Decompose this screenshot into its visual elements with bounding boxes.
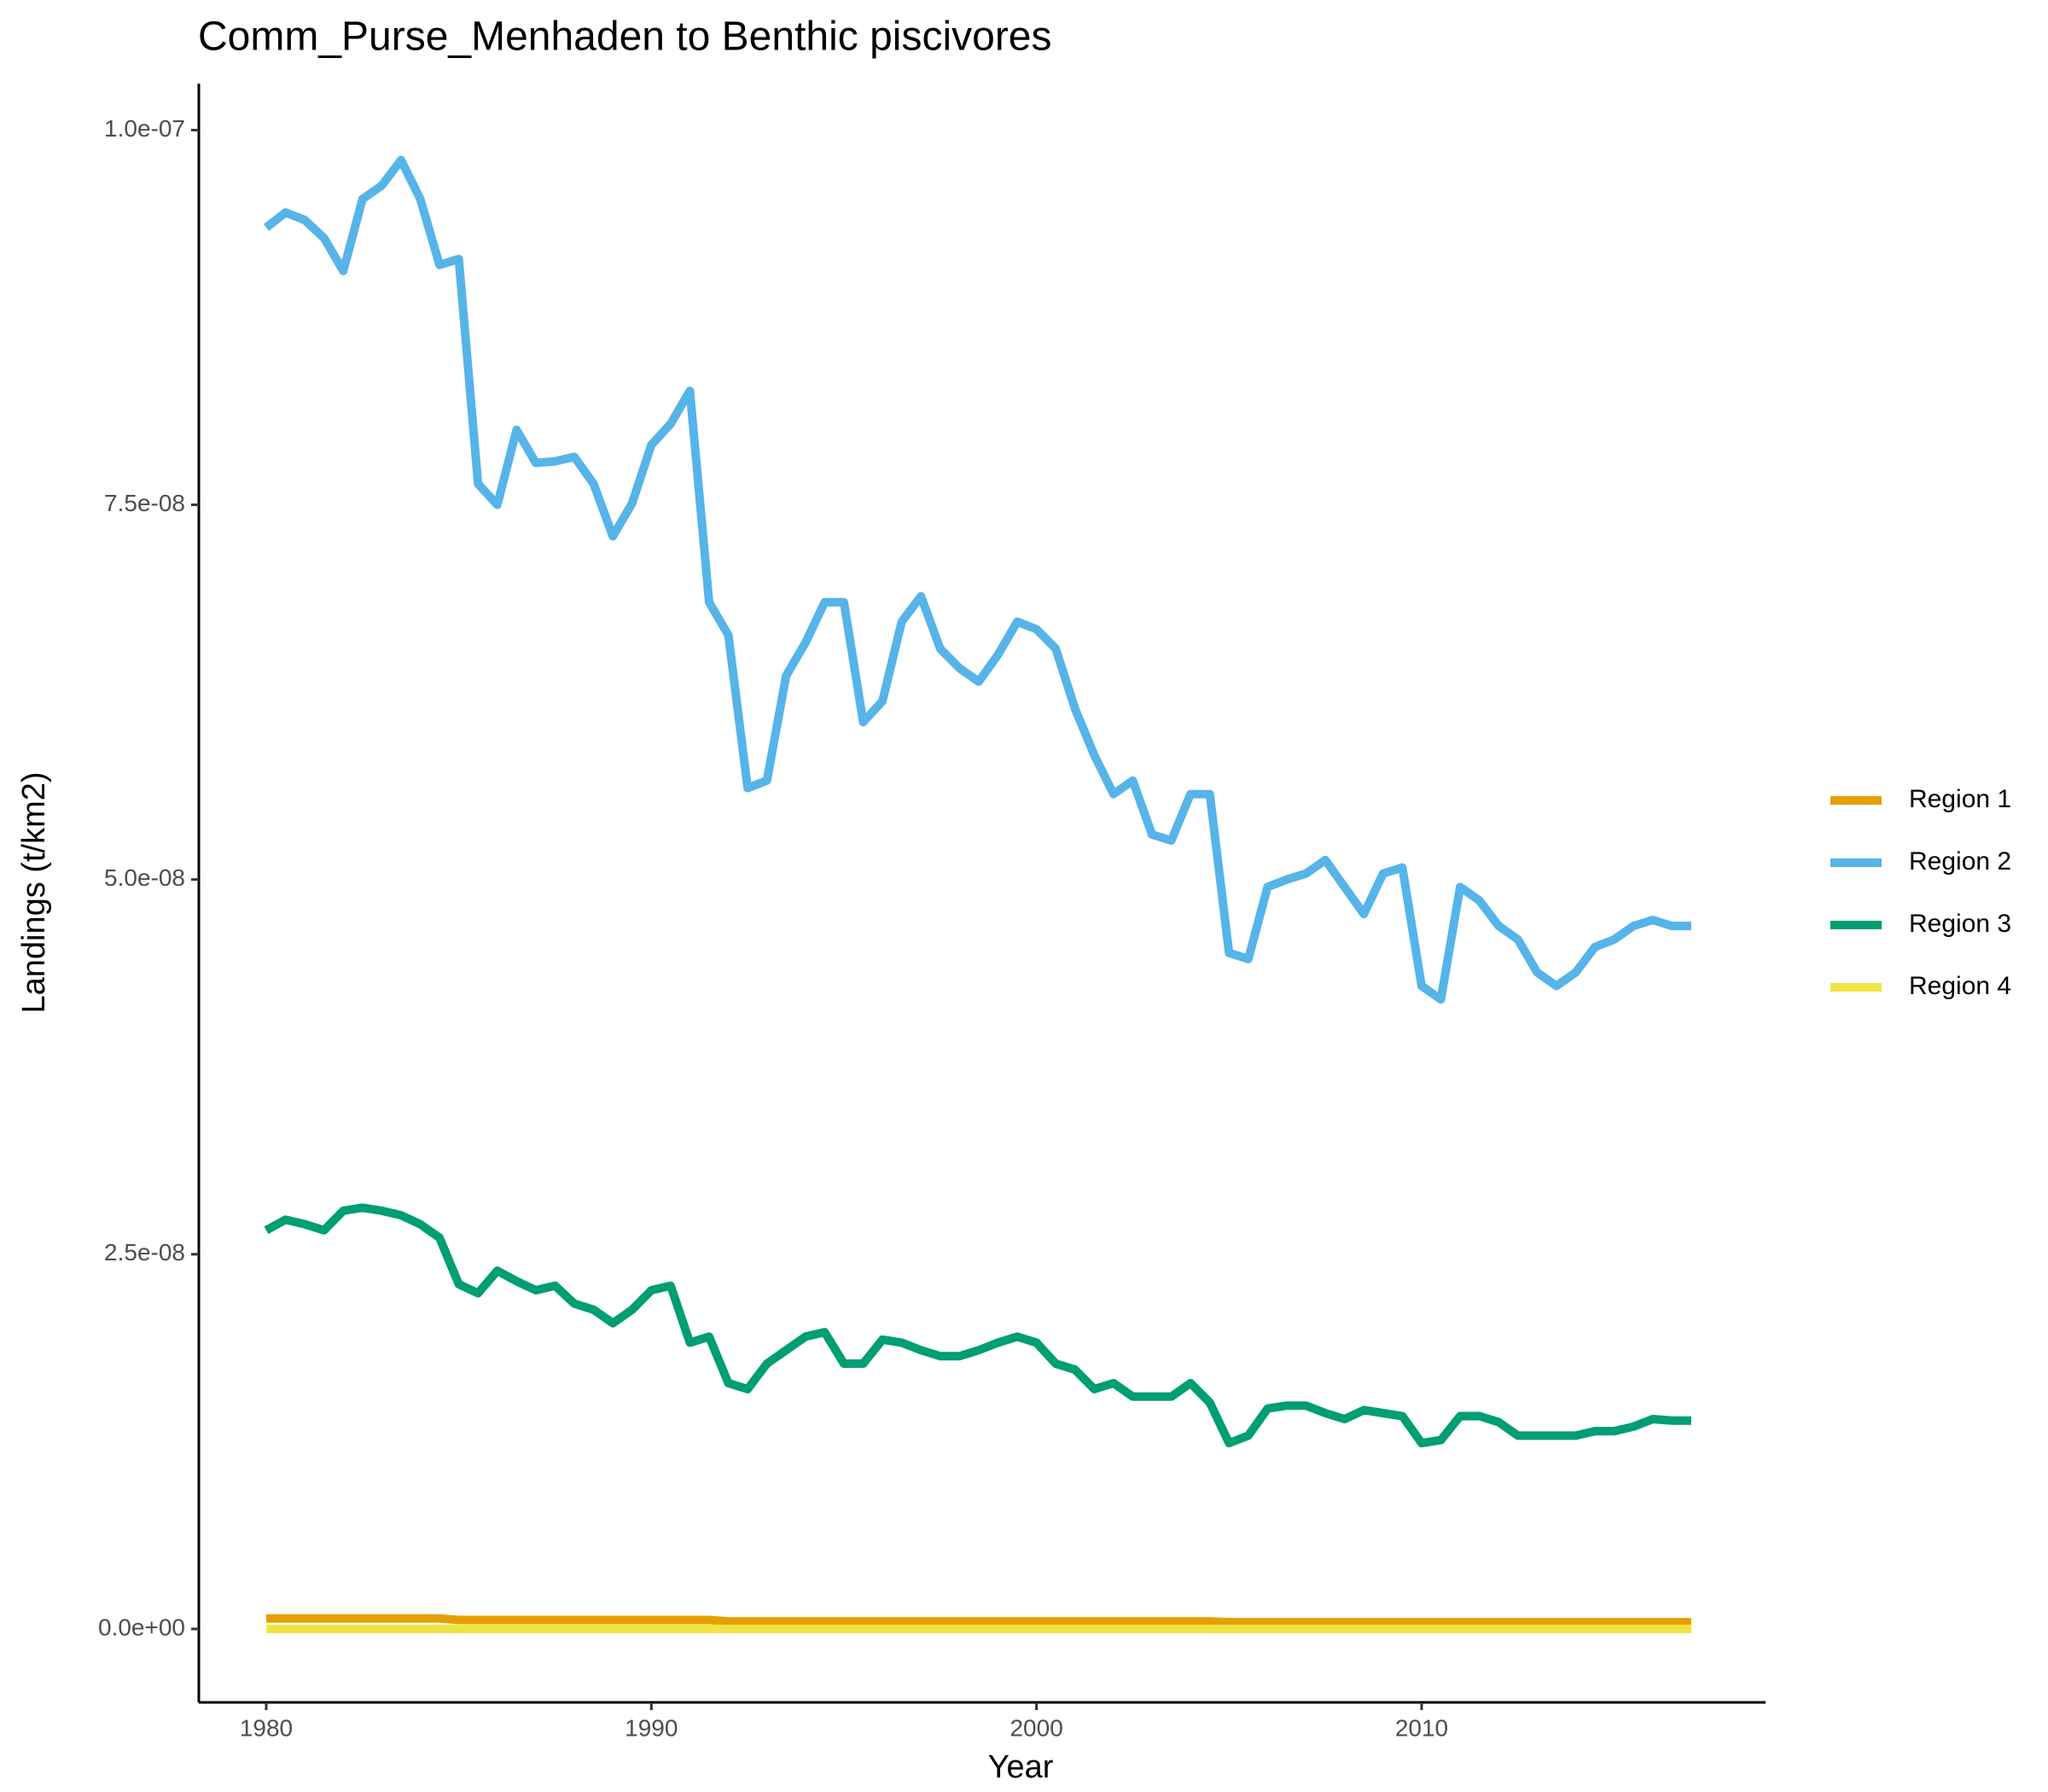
legend-label: Region 2: [1909, 847, 2011, 876]
y-tick-label: 2.5e-08: [104, 1239, 185, 1265]
chart-title: Comm_Purse_Menhaden to Benthic piscivore…: [198, 15, 1052, 60]
legend-label: Region 1: [1909, 785, 2011, 813]
y-tick-label: 0.0e+00: [98, 1614, 185, 1640]
y-axis-label: Landings (t/km2): [16, 771, 52, 1013]
series-line: [264, 1203, 1691, 1448]
x-tick-label: 1980: [240, 1714, 293, 1741]
x-tick-label: 2010: [1395, 1714, 1448, 1741]
series-line: [263, 155, 1691, 1004]
x-tick-label: 1990: [625, 1714, 678, 1741]
legend-label: Region 3: [1909, 910, 2011, 938]
y-tick-label: 7.5e-08: [104, 490, 185, 516]
legend-label: Region 4: [1909, 972, 2011, 1000]
y-tick-label: 1.0e-07: [104, 115, 185, 142]
y-tick-label: 5.0e-08: [104, 864, 185, 891]
series-line: [265, 1614, 1691, 1627]
x-axis-label: Year: [988, 1749, 1054, 1785]
x-tick-label: 2000: [1009, 1714, 1062, 1741]
